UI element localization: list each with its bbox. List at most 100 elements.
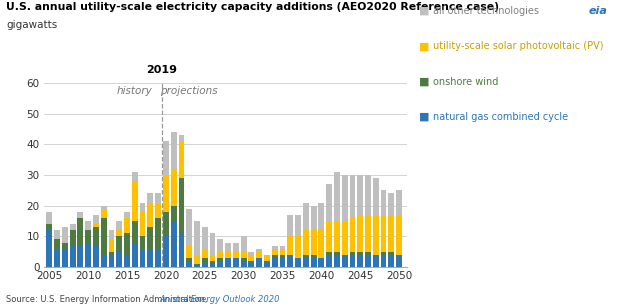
Bar	[46, 224, 52, 230]
Bar	[217, 239, 223, 252]
Bar	[319, 258, 324, 267]
Bar	[334, 172, 340, 221]
Bar	[171, 169, 177, 206]
Bar	[349, 218, 356, 252]
Bar	[233, 252, 239, 258]
Text: utility-scale solar photovoltaic (PV): utility-scale solar photovoltaic (PV)	[433, 41, 603, 52]
Bar	[124, 212, 130, 218]
Bar	[256, 249, 262, 252]
Bar	[326, 184, 332, 221]
Bar	[210, 255, 215, 261]
Bar	[349, 175, 356, 218]
Bar	[155, 193, 161, 203]
Bar	[62, 243, 68, 249]
Bar	[116, 252, 122, 267]
Bar	[272, 255, 278, 258]
Bar	[124, 233, 130, 255]
Text: Source: U.S. Energy Information Administration,: Source: U.S. Energy Information Administ…	[6, 295, 210, 304]
Bar	[108, 239, 115, 252]
Bar	[264, 255, 270, 261]
Bar	[334, 255, 340, 267]
Bar	[132, 243, 138, 267]
Text: 2019: 2019	[146, 65, 178, 75]
Bar	[389, 252, 394, 255]
Text: gigawatts: gigawatts	[6, 20, 58, 30]
Bar	[194, 264, 200, 267]
Bar	[202, 249, 208, 258]
Bar	[217, 252, 223, 258]
Bar	[396, 215, 402, 255]
Bar	[280, 249, 285, 255]
Bar	[93, 246, 99, 267]
Bar	[155, 218, 161, 249]
Bar	[373, 255, 379, 267]
Bar	[310, 258, 317, 267]
Bar	[342, 175, 347, 221]
Bar	[202, 227, 208, 249]
Bar	[132, 181, 138, 221]
Bar	[365, 175, 371, 215]
Bar	[108, 252, 115, 255]
Text: ■: ■	[419, 41, 430, 52]
Bar	[272, 249, 278, 255]
Bar	[140, 236, 145, 249]
Bar	[163, 175, 169, 212]
Bar	[357, 252, 363, 255]
Bar	[85, 221, 91, 230]
Bar	[389, 193, 394, 215]
Text: history: history	[117, 86, 153, 96]
Bar	[108, 230, 115, 239]
Bar	[225, 243, 231, 252]
Bar	[303, 255, 309, 258]
Bar	[147, 249, 153, 267]
Bar	[326, 221, 332, 252]
Bar	[194, 221, 200, 255]
Bar	[349, 252, 356, 255]
Bar	[124, 255, 130, 267]
Bar	[155, 203, 161, 218]
Bar	[178, 233, 184, 267]
Bar	[62, 227, 68, 243]
Bar	[187, 246, 192, 258]
Text: ■: ■	[419, 6, 430, 16]
Text: U.S. annual utility-scale electricity capacity additions (AEO2020 Reference case: U.S. annual utility-scale electricity ca…	[6, 2, 500, 12]
Bar	[147, 193, 153, 203]
Bar	[116, 230, 122, 236]
Bar	[93, 215, 99, 224]
Bar	[342, 221, 347, 255]
Bar	[256, 252, 262, 258]
Bar	[178, 141, 184, 178]
Bar	[389, 215, 394, 252]
Bar	[78, 218, 83, 246]
Bar	[272, 246, 278, 249]
Bar	[396, 255, 402, 267]
Bar	[303, 258, 309, 267]
Bar	[310, 230, 317, 255]
Text: Annual Energy Outlook 2020: Annual Energy Outlook 2020	[160, 295, 280, 304]
Bar	[217, 258, 223, 261]
Bar	[78, 246, 83, 267]
Bar	[163, 212, 169, 236]
Bar	[54, 239, 60, 249]
Bar	[264, 261, 270, 267]
Bar	[241, 261, 247, 267]
Bar	[381, 252, 386, 255]
Bar	[132, 221, 138, 243]
Bar	[54, 230, 60, 239]
Bar	[303, 230, 309, 255]
Bar	[93, 224, 99, 227]
Bar	[319, 203, 324, 230]
Bar	[132, 172, 138, 181]
Bar	[326, 252, 332, 255]
Bar	[334, 252, 340, 255]
Bar	[187, 261, 192, 267]
Bar	[225, 252, 231, 258]
Bar	[93, 227, 99, 246]
Bar	[249, 252, 254, 255]
Bar	[140, 212, 145, 236]
Bar	[116, 236, 122, 252]
Text: all other technologies: all other technologies	[433, 6, 539, 16]
Bar	[295, 258, 301, 267]
Bar	[69, 230, 76, 246]
Bar	[249, 261, 254, 267]
